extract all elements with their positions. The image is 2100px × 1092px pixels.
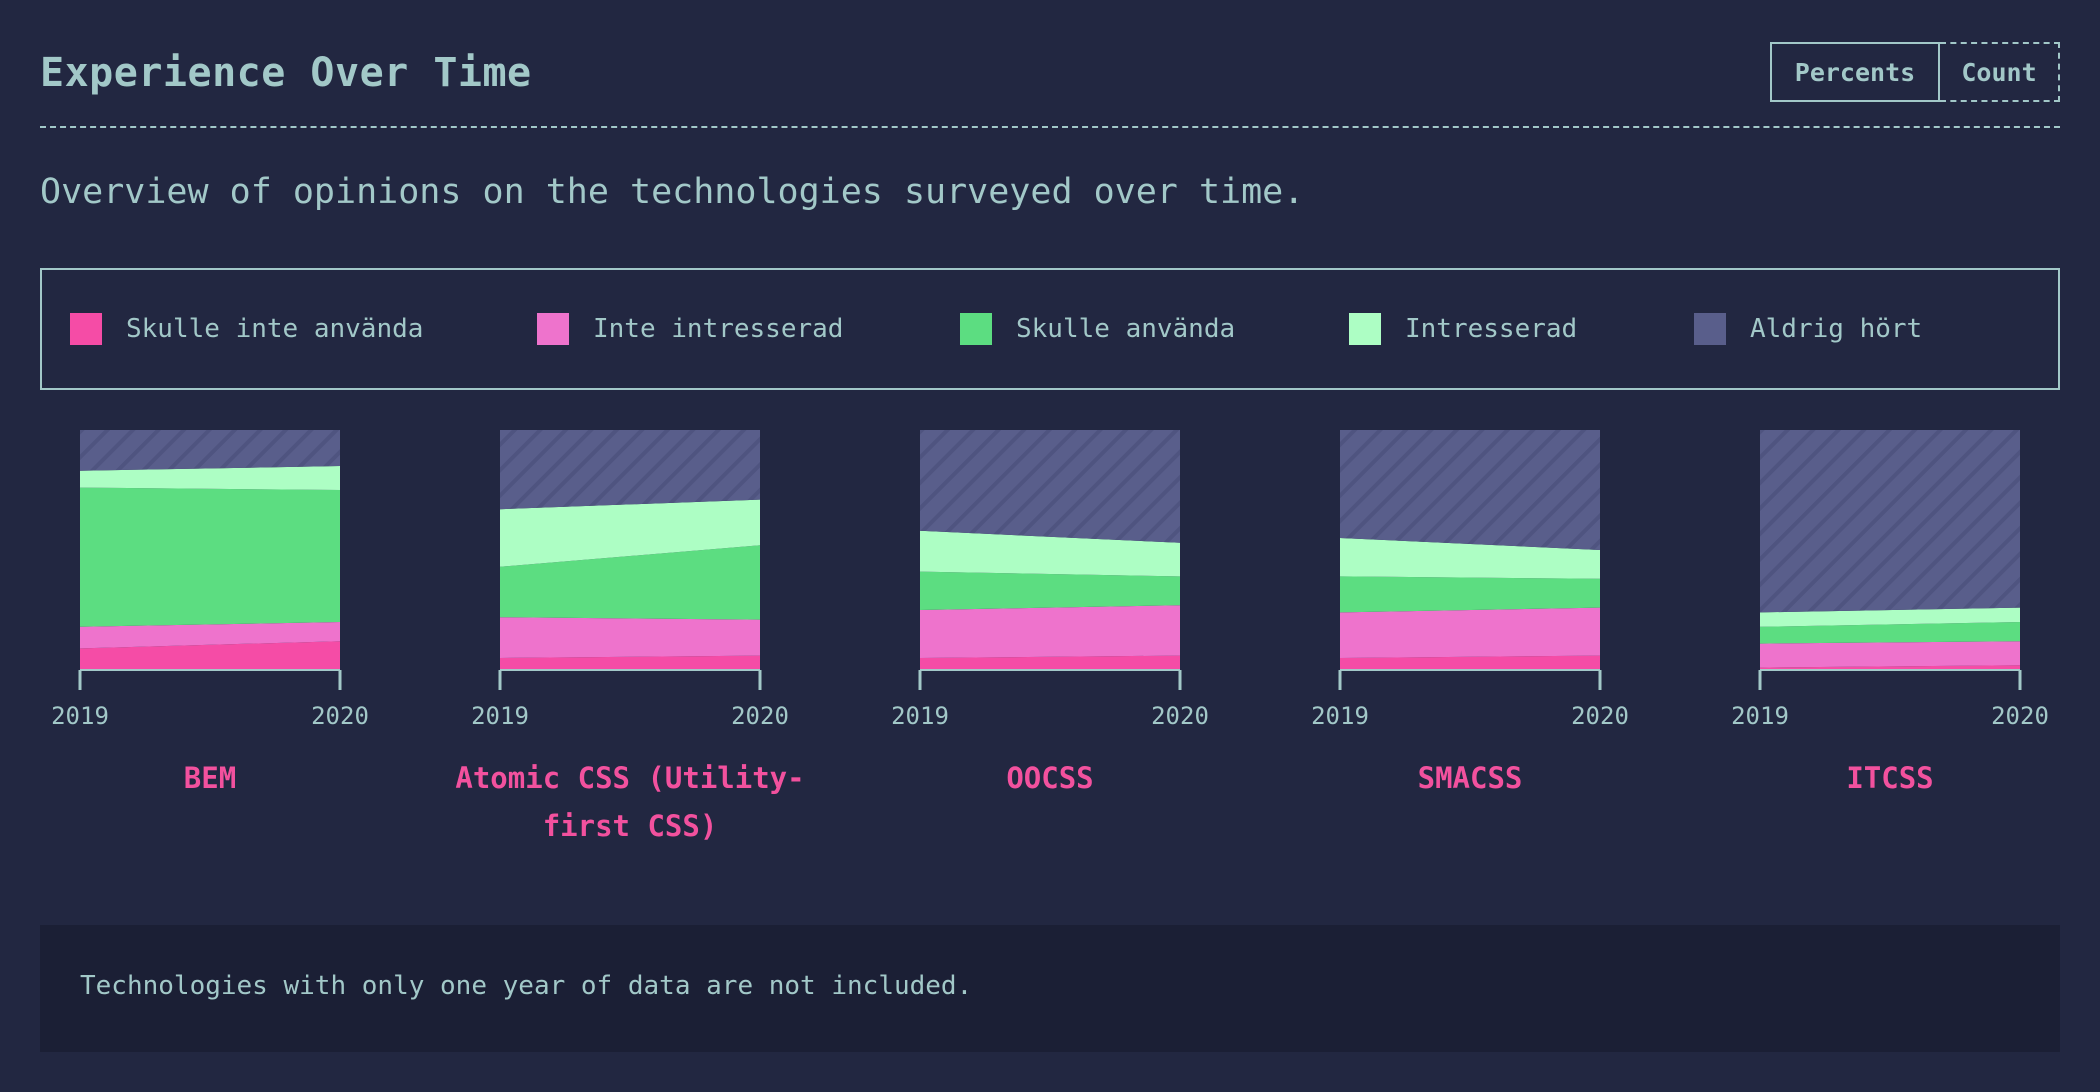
count-toggle-button[interactable]: Count [1940,42,2060,102]
legend-label: Inte intresserad [593,314,844,344]
area-aldrig-h-rt [500,430,760,510]
legend-item-intresserad[interactable]: Intresserad [1349,270,1577,388]
x-tick-label: 2019 [1311,702,1369,730]
x-tick-label: 2020 [731,702,789,730]
area-skulle-anv-nda [80,487,340,627]
legend-label: Skulle använda [1016,314,1236,344]
block-note: Technologies with only one year of data … [40,925,2060,1052]
area-intresserad [500,499,760,567]
area-intresserad [1760,607,2020,627]
block-header: Experience Over Time Percents Count [40,40,2060,128]
area-inte-intresserad [80,622,340,649]
note-text: Technologies with only one year of data … [80,971,973,1001]
chart-legend: Skulle inte använda Inte intresserad Sku… [40,268,2060,390]
area-aldrig-h-rt [920,430,1180,543]
legend-item-skulle-inte-anvanda[interactable]: Skulle inte använda [70,270,423,388]
area-skulle-anv-nda [920,571,1180,610]
legend-item-skulle-anvanda[interactable]: Skulle använda [960,270,1235,388]
chart-title-oocss[interactable]: OOCSS [1006,761,1094,795]
stacked-area-chart: 2019 2020 [1731,430,2049,730]
legend-swatch [960,313,992,345]
chart-title-atomic-css[interactable]: Atomic CSS (Utility-first CSS) [455,761,805,843]
area-aldrig-h-rt [80,430,340,471]
area-inte-intresserad [500,617,760,658]
chart-title-itcss[interactable]: ITCSS [1846,761,1934,795]
area-aldrig-h-rt [1760,430,2020,613]
area-skulle-inte-anv-nda [920,655,1180,670]
area-skulle-inte-anv-nda [1340,655,1600,670]
legend-item-inte-intresserad[interactable]: Inte intresserad [537,270,843,388]
area-intresserad [80,466,340,490]
area-skulle-inte-anv-nda [500,655,760,670]
legend-label: Aldrig hört [1750,314,1923,344]
x-tick-label: 2019 [891,702,949,730]
area-skulle-inte-anv-nda [1760,665,2020,670]
experience-charts: 2019 2020 2019 2020 2019 2020 2019 2020 2019 2020 [51,430,2049,730]
legend-swatch [1694,313,1726,345]
area-inte-intresserad [1340,607,1600,658]
legend-item-aldrig-hort[interactable]: Aldrig hört [1694,270,1922,388]
stacked-area-chart: 2019 2020 [51,430,369,730]
percents-toggle-button[interactable]: Percents [1770,42,1940,102]
legend-label: Intresserad [1405,314,1578,344]
chart-title-smacss[interactable]: SMACSS [1417,761,1523,795]
x-tick-label: 2020 [1991,702,2049,730]
x-tick-label: 2019 [1731,702,1789,730]
stacked-area-chart: 2019 2020 [471,430,789,730]
area-intresserad [920,530,1180,577]
x-tick-label: 2019 [471,702,529,730]
area-inte-intresserad [920,605,1180,658]
block-description: Overview of opinions on the technologies… [40,172,1305,212]
area-skulle-anv-nda [1760,622,2020,644]
x-tick-label: 2020 [311,702,369,730]
chart-title-bem[interactable]: BEM [183,761,237,795]
area-inte-intresserad [1760,641,2020,668]
stacked-area-chart: 2019 2020 [1311,430,1629,730]
area-intresserad [1340,538,1600,579]
stacked-area-chart: 2019 2020 [891,430,1209,730]
legend-swatch [70,313,102,345]
legend-label: Skulle inte använda [126,314,424,344]
legend-swatch [537,313,569,345]
legend-swatch [1349,313,1381,345]
x-tick-label: 2019 [51,702,109,730]
x-tick-label: 2020 [1571,702,1629,730]
block-title: Experience Over Time [40,50,532,96]
area-skulle-anv-nda [1340,576,1600,613]
area-skulle-inte-anv-nda [80,641,340,670]
area-aldrig-h-rt [1340,430,1600,550]
area-skulle-anv-nda [500,545,760,620]
x-tick-label: 2020 [1151,702,1209,730]
units-toggle: Percents Count [1770,42,2060,102]
